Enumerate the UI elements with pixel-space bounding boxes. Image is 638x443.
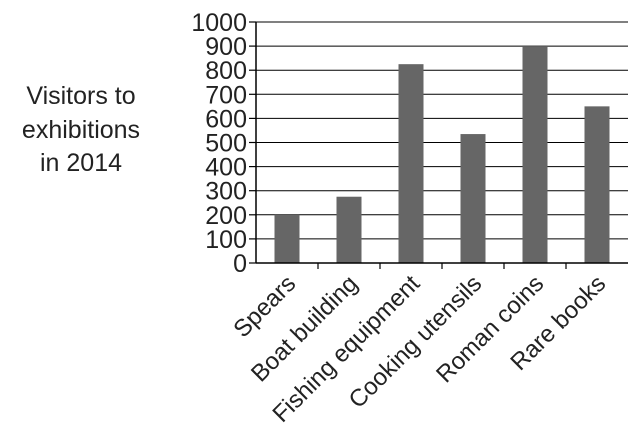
y-tick-label: 200	[205, 202, 247, 230]
y-tick-label: 600	[205, 105, 247, 133]
bar	[522, 46, 548, 263]
y-tick-label: 0	[233, 250, 247, 278]
y-tick-label: 400	[205, 154, 247, 182]
bar	[460, 134, 486, 263]
y-tick-label: 100	[205, 226, 247, 254]
x-ticks	[317, 263, 567, 269]
y-axis-title-line-3: in 2014	[40, 149, 122, 177]
y-tick-label: 900	[205, 33, 247, 61]
category-label: Roman coins	[431, 270, 549, 388]
y-tick-label: 700	[205, 81, 247, 109]
y-tick-label: 300	[205, 178, 247, 206]
bars	[274, 46, 610, 263]
y-tick-label: 800	[205, 57, 247, 85]
y-axis-title: Visitors to exhibitions in 2014	[22, 82, 140, 177]
bar	[336, 196, 362, 263]
y-tick-label: 500	[205, 130, 247, 158]
bar	[584, 106, 610, 263]
y-axis-title-line-2: exhibitions	[22, 116, 140, 144]
bar	[274, 214, 300, 263]
y-tick-label: 1000	[191, 9, 247, 37]
bar	[398, 64, 424, 263]
y-axis-title-line-1: Visitors to	[26, 82, 135, 110]
gridlines	[249, 21, 628, 264]
